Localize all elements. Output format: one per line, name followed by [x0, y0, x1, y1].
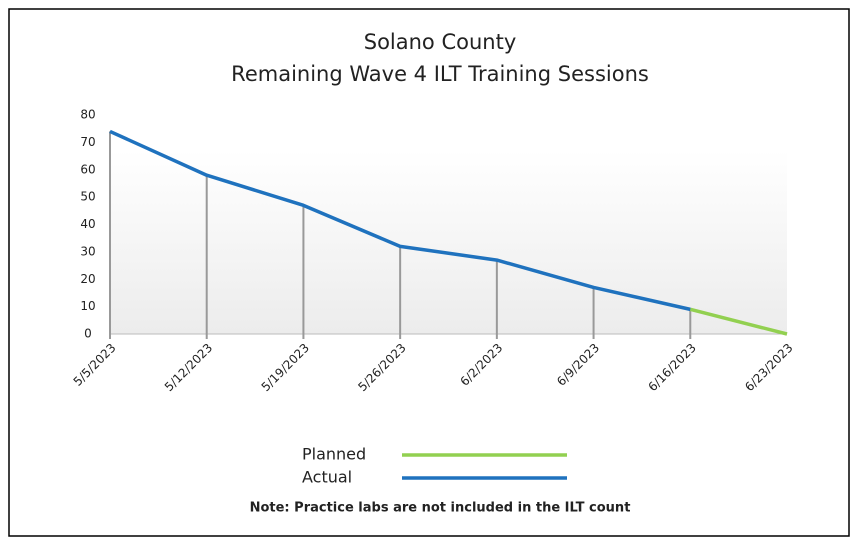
series-line — [109, 129, 691, 312]
series-line — [689, 307, 788, 336]
chart-title: Solano County — [364, 30, 517, 54]
y-tick-label: 60 — [80, 162, 95, 176]
y-tick-label: 70 — [80, 135, 95, 149]
y-tick-label: 0 — [84, 327, 92, 341]
legend-label: Actual — [302, 468, 352, 487]
note: Note: Practice labs are not included in … — [250, 501, 631, 516]
y-tick-label: 30 — [80, 244, 95, 258]
y-tick-label: 10 — [80, 299, 95, 313]
legend-label: Planned — [302, 445, 366, 464]
y-tick-label: 40 — [80, 217, 95, 231]
y-tick-label: 50 — [80, 190, 95, 204]
y-tick-label: 20 — [80, 272, 95, 286]
chart-subtitle: Remaining Wave 4 ILT Training Sessions — [231, 62, 649, 86]
y-tick-label: 80 — [80, 108, 95, 122]
